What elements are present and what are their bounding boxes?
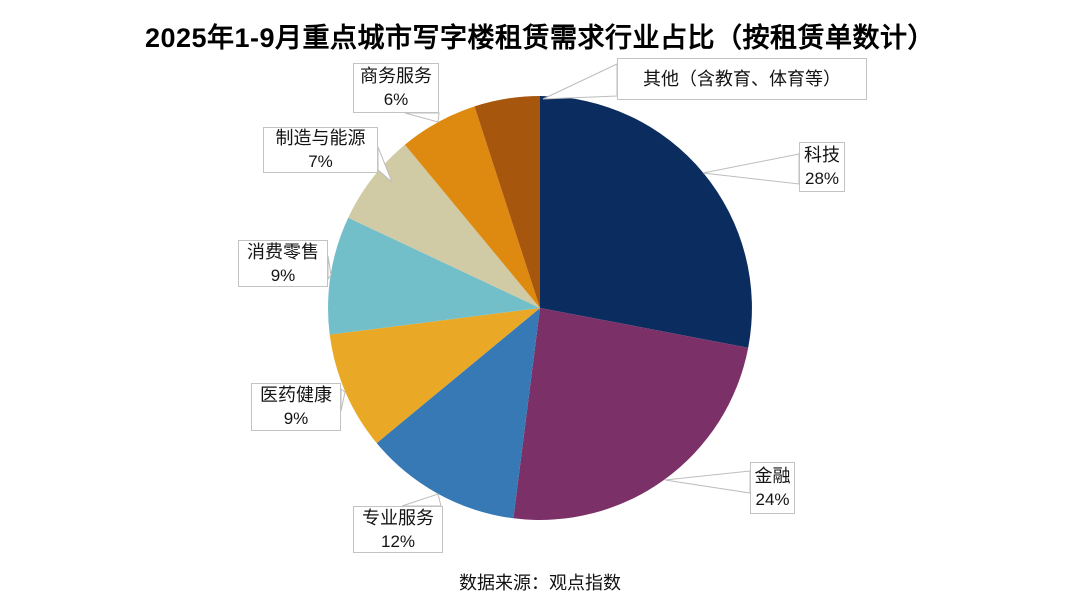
data-source-caption: 数据来源：观点指数 [459, 573, 621, 593]
callout-leader-pharma-health [340, 388, 346, 412]
callout-leader-business-services [404, 112, 440, 123]
slice-label-name-finance: 金融 [754, 466, 791, 486]
slice-label-name-professional-services: 专业服务 [362, 507, 434, 528]
callout-leader-consumer-retail [327, 255, 332, 281]
slice-label-percent-manufacturing-energy: 7% [308, 152, 333, 171]
slice-label-professional-services: 专业服务 12% [353, 506, 443, 553]
pie-slice-manufacturing-energy [348, 144, 540, 308]
callout-leader-others [542, 63, 618, 100]
callout-leader-manufacturing-energy [377, 146, 393, 183]
slice-label-name-pharma-health: 医药健康 [260, 385, 332, 405]
pie-slice-others [474, 96, 540, 308]
slice-label-finance: 金融 24% [750, 462, 795, 514]
callout-leader-tech [702, 153, 800, 185]
slice-label-tech: 科技 28% [799, 142, 845, 192]
slice-label-name-manufacturing-energy: 制造与能源 [275, 128, 366, 148]
pie-slice-professional-services [376, 308, 540, 519]
slice-label-percent-finance: 24% [755, 490, 790, 509]
slice-label-name-tech: 科技 [804, 145, 840, 165]
slice-label-manufacturing-energy: 制造与能源 7% [263, 127, 378, 173]
slice-label-percent-tech: 28% [804, 169, 840, 188]
pie-slice-finance [513, 308, 749, 520]
callout-leader-finance [664, 470, 751, 494]
pie-slice-tech [540, 96, 752, 348]
slice-label-percent-professional-services: 12% [380, 531, 416, 551]
slice-label-name-business-services: 商务服务 [360, 66, 432, 86]
chart-title: 2025年1-9月重点城市写字楼租赁需求行业占比（按租赁单数计） [144, 23, 936, 53]
callout-leader-professional-services [401, 493, 442, 507]
pie-slice-consumer-retail [328, 217, 540, 335]
slice-label-name-consumer-retail: 消费零售 [247, 241, 319, 262]
slice-label-percent-consumer-retail: 9% [270, 265, 296, 285]
slice-label-pharma-health: 医药健康 9% [251, 383, 341, 431]
pie-slice-business-services [404, 106, 540, 309]
slice-label-others: 其他（含教育、体育等） [617, 58, 867, 100]
slice-label-percent-pharma-health: 9% [283, 409, 309, 428]
slice-label-business-services: 商务服务 6% [353, 63, 439, 113]
slice-label-percent-business-services: 6% [383, 90, 409, 109]
pie-slice-pharma-health [329, 308, 540, 444]
slice-label-name-others: 其他（含教育、体育等） [643, 68, 841, 89]
slice-label-consumer-retail: 消费零售 9% [238, 240, 328, 287]
